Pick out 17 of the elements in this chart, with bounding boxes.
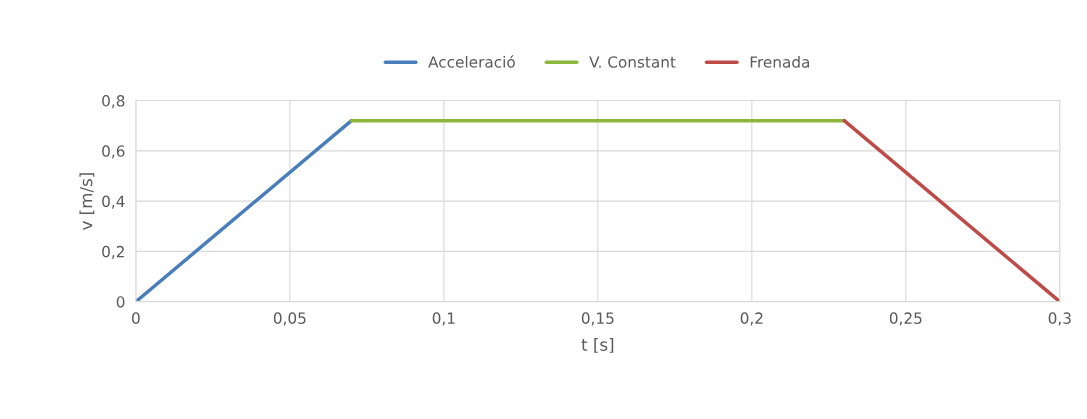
legend-label: Frenada xyxy=(750,55,810,68)
legend-label: Acceleració xyxy=(428,55,515,68)
y-tick-label: 0,6 xyxy=(102,145,125,159)
x-tick-label: 0,3 xyxy=(1048,312,1071,326)
x-tick-label: 0,1 xyxy=(432,312,455,326)
x-tick-label: 0,2 xyxy=(740,312,763,326)
y-tick-label: 0,8 xyxy=(102,95,125,109)
y-tick-label: 0,2 xyxy=(102,245,124,259)
y-tick-label: 0 xyxy=(116,296,125,308)
y-tick-label: 0,4 xyxy=(102,195,125,209)
x-tick-label: 0,15 xyxy=(581,312,614,326)
x-tick-label: 0,25 xyxy=(889,312,922,326)
x-tick-label: 0 xyxy=(132,312,140,324)
x-tick-label: 0,05 xyxy=(273,312,306,326)
legend-label: V. Constant xyxy=(589,56,676,68)
x-axis-title: t [s] xyxy=(581,337,614,353)
y-axis-title: v [m/s] xyxy=(79,173,95,230)
